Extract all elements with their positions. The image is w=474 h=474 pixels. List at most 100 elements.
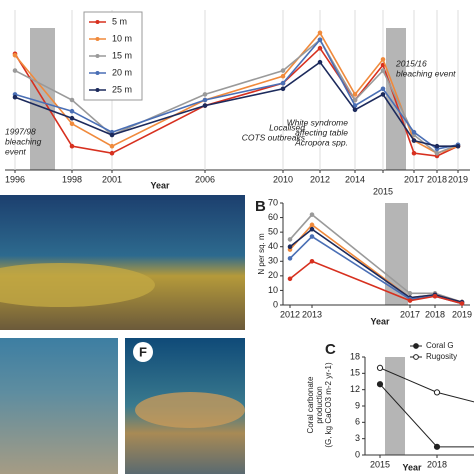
x-tick-label: 2017 [400,309,420,319]
x-tick-label: 2018 [427,174,447,184]
data-point [459,301,465,306]
data-point [380,68,386,73]
x-tick-label: 2010 [273,174,293,184]
data-point [69,121,75,127]
y-tick-label: 20 [268,270,278,280]
data-point [12,68,18,73]
data-point [202,97,208,103]
data-point [69,97,75,103]
data-point [287,256,293,261]
legend-swatch [413,354,419,360]
data-point [376,381,384,388]
data-point [407,298,413,303]
bleaching-band [385,203,408,305]
data-point [433,443,441,450]
y-axis-label: Coral carbonate [306,376,315,433]
legend-swatch [95,37,100,41]
photo-label: F [139,344,147,359]
annotation: Acropora spp. [294,137,348,147]
photo-label-badge [133,342,153,362]
data-point [69,143,75,149]
reef-photo [0,195,245,330]
data-point [202,92,208,97]
legend-label: 20 m [112,67,132,77]
legend-swatch [95,54,100,58]
data-point [287,276,293,282]
annotation: 2015/16 [395,58,427,68]
y-tick-label: 70 [268,197,278,207]
annotation: 1997/98 [5,126,36,136]
legend-label: 10 m [112,33,132,43]
legend-label: 25 m [112,84,132,94]
x-tick-label: 2012 [310,174,330,184]
data-point [309,234,315,239]
x-tick-label: 2017 [404,174,424,184]
y-tick-label: 0 [273,299,278,309]
data-point [287,237,293,242]
legend-label: 5 m [112,16,127,26]
x-tick-label: 2018 [425,309,445,319]
x-tick-label: 2013 [302,309,322,319]
legend-swatch [95,88,100,92]
annotation: Localised [269,122,305,132]
x-axis-label: Year [402,462,422,472]
reef-photo-detail [135,392,245,428]
y-tick-label: 50 [268,227,278,237]
x-tick-label: 2001 [102,174,122,184]
x-tick-label: 2019 [448,174,468,184]
y-tick-label: 12 [350,384,360,394]
data-point [380,86,386,92]
y-tick-label: 9 [355,400,360,410]
data-point [411,129,417,135]
data-point [109,150,115,156]
data-point [411,138,417,143]
data-point [434,143,440,149]
data-point [280,68,286,73]
y-axis-label: production [315,386,324,423]
annotation: bleaching [5,136,42,146]
legend-label: 15 m [112,50,132,60]
legend-swatch [95,20,100,24]
annotation: COTS outbreaks [242,132,306,142]
reef-photo [0,338,118,474]
legend-label: Rugosity [426,352,457,361]
data-point [109,143,115,149]
data-point [280,80,286,86]
annotation: bleaching event [396,68,456,78]
annotation: White syndrome [287,117,349,127]
panel-label: C [325,341,336,358]
data-point [309,258,315,264]
data-point [317,30,323,36]
annotation: event [5,146,26,156]
data-point [352,92,358,97]
data-point [309,222,315,228]
data-point [455,143,461,149]
data-point [380,92,386,97]
legend-swatch [413,343,419,349]
bleaching-band [385,357,405,455]
data-point [352,107,358,113]
data-point [433,389,441,396]
x-tick-label: 2018 [427,459,447,469]
data-point [202,103,208,108]
x-tick-label: 2015 [370,459,390,469]
y-tick-label: 3 [355,433,360,443]
data-point [317,45,323,51]
y-tick-label: 6 [355,417,360,427]
legend-label: Coral G [426,341,454,350]
data-point [12,94,18,100]
y-tick-label: 0 [355,449,360,459]
x-axis-label: Year [370,316,390,326]
data-point [432,293,438,299]
x-tick-label: 2014 [345,174,365,184]
y-axis-label: (G, kg CaCO3 m-2 yr-1) [324,362,333,448]
data-point [69,108,75,114]
data-point [69,115,75,121]
x-tick-label: 2015 [373,186,393,196]
panel-label: B [255,198,266,215]
y-axis-label: N per sq. m [257,233,266,275]
data-point [380,57,386,62]
x-tick-label: 1998 [62,174,82,184]
data-point [317,59,323,65]
